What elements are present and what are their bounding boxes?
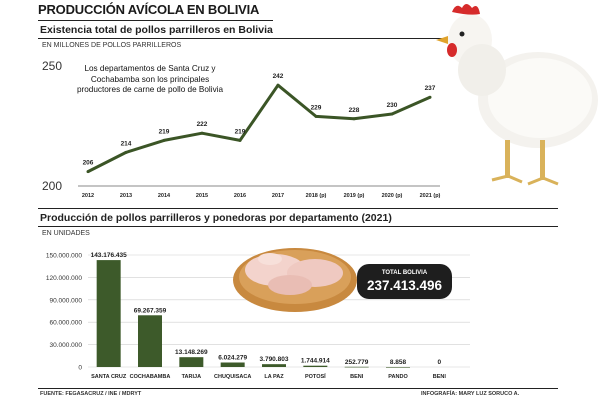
hen-illustration xyxy=(436,4,598,186)
line-data-label: 228 xyxy=(349,107,360,114)
hen-body-highlight xyxy=(488,58,592,138)
bar xyxy=(96,260,121,367)
hen-leg-left xyxy=(505,140,510,178)
line-x-tick: 2012 xyxy=(82,193,94,199)
line-x-tick: 2013 xyxy=(120,193,132,199)
bar-data-label: 69.267.359 xyxy=(134,307,167,314)
bar-category-label: LA PAZ xyxy=(264,374,284,380)
line-x-tick: 2020 (p) xyxy=(382,193,403,199)
line-point xyxy=(428,95,432,99)
hen-beak xyxy=(436,36,448,44)
line-point xyxy=(276,83,280,87)
line-series xyxy=(87,83,431,173)
bar xyxy=(303,365,328,367)
line-x-tick: 2016 xyxy=(234,193,246,199)
line-point xyxy=(390,112,394,116)
bar-category-label: CHUQUISACA xyxy=(214,374,251,380)
bar-chart-unit: EN UNIDADES xyxy=(42,230,90,237)
line-data-label: 237 xyxy=(425,85,436,92)
hen-foot-left xyxy=(491,174,523,184)
bar-data-label: 143.176.435 xyxy=(91,252,128,259)
line-point xyxy=(314,114,318,118)
bar-category-label: TARIJA xyxy=(182,374,201,380)
bar-data-label: 3.790.803 xyxy=(260,356,289,363)
line-point xyxy=(200,131,204,135)
title-rule xyxy=(38,20,273,21)
hen-eye xyxy=(459,31,465,37)
line-chart-unit: EN MILLONES DE POLLOS PARRILLEROS xyxy=(42,42,182,49)
page-title: PRODUCCIÓN AVÍCOLA EN BOLIVIA xyxy=(38,2,260,17)
hen-leg-right xyxy=(540,140,545,180)
footer-rule xyxy=(38,388,558,389)
bar-y-tick: 60.000.000 xyxy=(49,320,82,327)
line-point xyxy=(162,138,166,142)
bar-y-tick: 120.000.000 xyxy=(46,275,83,282)
line-x-tick: 2018 (p) xyxy=(306,193,327,199)
line-data-label: 242 xyxy=(273,73,284,80)
bar-data-label: 0 xyxy=(438,359,442,366)
bar-data-label: 252.779 xyxy=(345,359,369,366)
chicken-plate-illustration xyxy=(233,248,357,312)
credit-note: INFOGRAFÍA: MARY LUZ SORUCO A. xyxy=(421,391,520,397)
bar-category-label: COCHABAMBA xyxy=(130,374,171,380)
callout-text: Los departamentos de Santa Cruz y Cochab… xyxy=(76,64,224,94)
line-data-label: 230 xyxy=(387,102,398,109)
bar-category-label: BENI xyxy=(433,374,447,380)
bar xyxy=(344,366,369,368)
bar-y-tick: 0 xyxy=(78,365,82,372)
line-data-label: 219 xyxy=(235,128,246,135)
bar-y-tick: 30.000.000 xyxy=(49,342,82,349)
line-point xyxy=(238,138,242,142)
line-x-tick: 2015 xyxy=(196,193,208,199)
bar-data-label: 13.148.269 xyxy=(175,349,208,356)
bar-data-label: 6.024.279 xyxy=(218,355,247,362)
line-point xyxy=(124,150,128,154)
bar xyxy=(262,364,286,367)
bar-y-tick: 90.000.000 xyxy=(49,297,82,304)
line-data-label: 229 xyxy=(311,104,322,111)
bar-data-label: 1.744.914 xyxy=(301,358,330,365)
bar xyxy=(179,357,204,367)
total-value: 237.413.496 xyxy=(366,278,443,293)
bar xyxy=(220,362,245,367)
line-x-tick: 2014 xyxy=(158,193,171,199)
line-x-tick: 2019 (p) xyxy=(344,193,365,199)
section2-rule-top xyxy=(38,208,558,209)
bar-category-label: BENI xyxy=(350,374,364,380)
line-data-label: 219 xyxy=(159,128,170,135)
hen-comb xyxy=(452,4,480,15)
line-data-label: 214 xyxy=(121,140,132,147)
bar xyxy=(138,315,162,367)
bar-chart-title: Producción de pollos parrilleros y poned… xyxy=(40,212,392,224)
bar xyxy=(386,366,410,368)
total-bolivia-box: TOTAL BOLIVIA 237.413.496 xyxy=(357,264,452,299)
line-point xyxy=(86,170,90,174)
hen-wattle xyxy=(447,43,457,57)
section1-rule xyxy=(38,38,448,39)
source-note: FUENTE: FEGASACRUZ / INE / MDRYT xyxy=(40,391,142,397)
line-data-label: 222 xyxy=(197,121,208,128)
bar-category-label: SANTA CRUZ xyxy=(91,374,127,380)
line-data-label: 206 xyxy=(83,160,94,167)
bar-category-label: POTOSÍ xyxy=(305,372,326,380)
hen-neck xyxy=(458,44,506,96)
line-x-tick: 2017 xyxy=(272,193,284,199)
hen-foot-right xyxy=(527,176,559,186)
total-label: TOTAL BOLIVIA xyxy=(381,270,428,276)
chicken-piece-3 xyxy=(268,275,312,295)
line-y-tick: 200 xyxy=(42,179,62,193)
section2-rule xyxy=(38,226,558,227)
line-point xyxy=(352,117,356,121)
bar-y-tick: 150.000.000 xyxy=(46,253,83,260)
line-y-tick: 250 xyxy=(42,59,62,73)
bar-category-label: PANDO xyxy=(388,374,408,380)
line-x-tick: 2021 (p) xyxy=(420,193,441,199)
line-chart-title: Existencia total de pollos parrilleros e… xyxy=(40,24,273,36)
bar-data-label: 8.858 xyxy=(390,359,407,366)
chicken-wing xyxy=(258,253,282,265)
